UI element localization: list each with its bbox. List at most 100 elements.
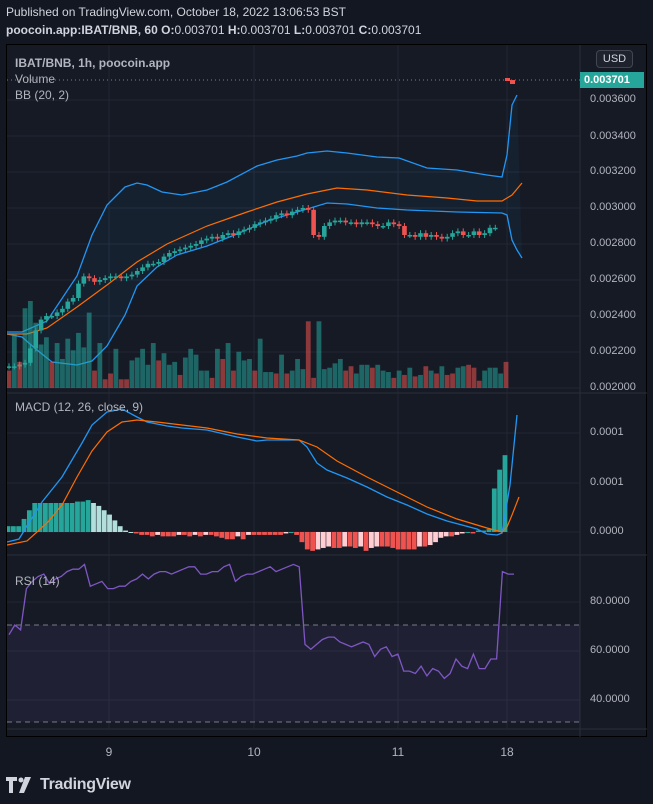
candle-body (76, 283, 81, 298)
macd-histogram-bar (224, 532, 230, 540)
volume-bar (145, 364, 151, 388)
candle-body (332, 220, 338, 223)
volume-bar (279, 354, 284, 388)
candle-body (204, 238, 210, 241)
macd-histogram-bar (192, 532, 198, 535)
volume-bar (450, 373, 455, 388)
macd-histogram-bar (502, 455, 508, 532)
volume-bar (92, 370, 97, 388)
chart-canvas[interactable] (7, 45, 647, 737)
candle-body (418, 233, 423, 237)
candle-body (220, 235, 226, 239)
main-legend[interactable]: IBAT/BNB, 1h, poocoin.app (15, 56, 171, 70)
time-axis-label: 9 (105, 745, 113, 759)
candle-body (386, 222, 391, 226)
macd-histogram-bar (497, 469, 503, 532)
macd-histogram-bar (85, 500, 91, 532)
volume-bar (364, 364, 370, 388)
symbol-label: poocoin.app:IBAT/BNB, 60 (6, 23, 158, 37)
macd-histogram-bar (433, 532, 438, 543)
candle-body (279, 213, 284, 216)
candle-body (268, 218, 274, 221)
bb-upper-line (7, 94, 518, 333)
candle-body (231, 233, 236, 235)
volume-bar (102, 379, 108, 388)
macd-histogram-bar (294, 532, 299, 535)
signal-line (7, 419, 520, 546)
candle-body (327, 222, 332, 226)
bb-basis-line (7, 182, 523, 335)
candle-body (257, 222, 263, 225)
volume-bar (471, 367, 477, 388)
bb-fill (7, 95, 522, 365)
macd-histogram-bar (390, 532, 396, 548)
volume-bar (257, 338, 263, 388)
volume-bar (348, 366, 354, 388)
volume-bar (337, 359, 343, 388)
candle-body (364, 222, 370, 224)
bb-legend[interactable]: BB (20, 2) (15, 88, 70, 102)
tradingview-logo[interactable]: TradingView (6, 776, 131, 794)
macd-histogram-bar (251, 532, 257, 535)
macd-legend[interactable]: MACD (12, 26, close, 9) (15, 400, 144, 414)
candle-body (338, 220, 343, 223)
ohlc-key: C: (355, 23, 372, 37)
volume-bar (150, 343, 156, 388)
candle-body (396, 224, 402, 226)
price-axis-label: 0.002400 (590, 309, 636, 321)
rsi-legend[interactable]: RSI (14) (15, 574, 60, 588)
volume-bar (166, 364, 172, 388)
candle-body (444, 236, 450, 239)
ohlc-key: H: (224, 23, 241, 37)
candle-body (295, 209, 300, 212)
macd-histogram-bar (48, 503, 54, 532)
candle-body (273, 215, 279, 219)
candle-body (375, 224, 381, 226)
candle-body (391, 222, 397, 225)
candle-body (284, 213, 290, 216)
chart-frame (6, 44, 647, 737)
volume-bar (284, 373, 290, 388)
candle-body (54, 312, 60, 316)
macd-histogram-bar (449, 532, 454, 537)
volume-bar (439, 366, 445, 388)
volume-bar (300, 369, 306, 388)
currency-button[interactable]: USD (596, 50, 633, 68)
volume-bar (81, 347, 87, 388)
price-axis-label: 0.002600 (590, 273, 636, 285)
volume-bar (134, 357, 140, 388)
volume-bar (289, 370, 295, 388)
macd-histogram-bar (427, 532, 433, 546)
volume-bar (455, 367, 461, 388)
candle-body (65, 301, 71, 309)
macd-histogram-bar (155, 532, 161, 535)
macd-histogram-bar (21, 518, 27, 532)
candle-body (134, 271, 140, 275)
volume-bar (273, 373, 279, 388)
volume-bar (7, 370, 12, 388)
candle-body (450, 233, 455, 237)
macd-histogram-bar (304, 532, 310, 550)
macd-histogram-bar (486, 529, 492, 532)
volume-bar (369, 367, 375, 388)
volume-bar (86, 312, 92, 388)
candle-body (118, 276, 124, 279)
candle-body (70, 298, 76, 302)
macd-histogram-bar (107, 514, 112, 532)
candle-body (81, 276, 87, 284)
volume-bar (215, 348, 220, 388)
candle-body (241, 229, 247, 232)
volume-legend[interactable]: Volume (15, 72, 56, 86)
macd-histogram-bar (267, 532, 273, 535)
macd-line (7, 408, 518, 543)
candle-body (167, 253, 172, 257)
volume-bar (161, 353, 167, 388)
volume-bar (375, 364, 381, 388)
macd-histogram-bar (363, 532, 369, 551)
macd-histogram-bar (117, 526, 123, 532)
candle-body (439, 236, 445, 239)
macd-histogram-bar (443, 532, 449, 537)
volume-bar (460, 366, 466, 388)
macd-histogram-bar (368, 532, 374, 548)
candle-body (38, 319, 44, 331)
